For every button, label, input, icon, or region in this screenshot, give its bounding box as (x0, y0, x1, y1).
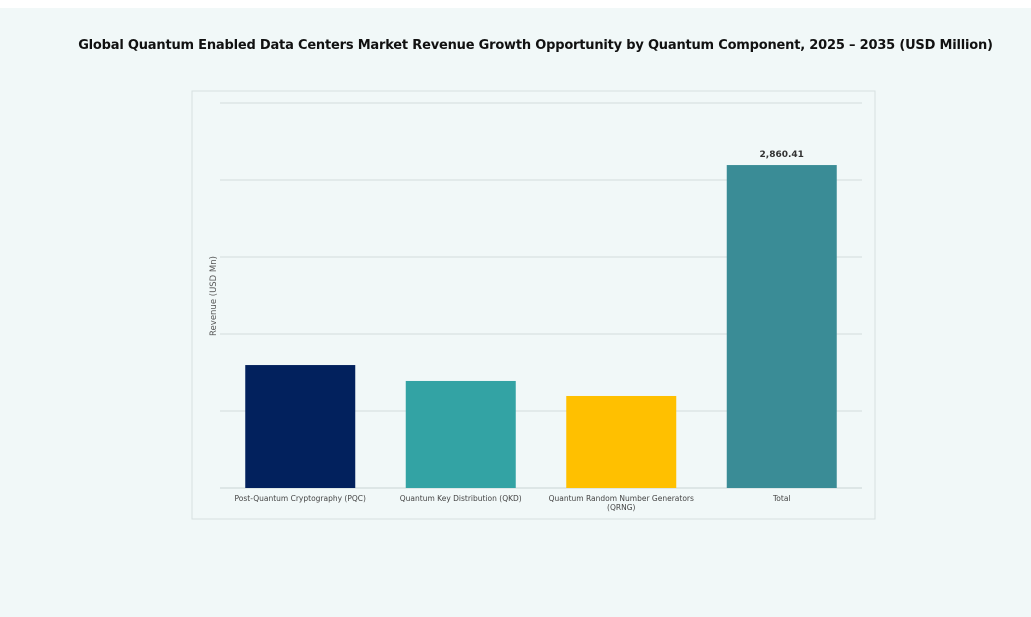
x-tick-label: Post-Quantum Cryptography (PQC) (235, 494, 366, 503)
bar-chart: 2,860.41 Post-Quantum Cryptography (PQC)… (191, 90, 876, 520)
bar (726, 165, 837, 489)
x-tick-label: (QRNG) (607, 503, 635, 512)
bars: 2,860.41 (245, 150, 837, 489)
plot-frame (191, 90, 876, 520)
x-tick-label: Total (772, 494, 791, 503)
bar (405, 380, 516, 488)
bar (245, 365, 356, 488)
y-axis-label: Revenue (USD Mn) (209, 256, 219, 336)
x-tick-labels: Post-Quantum Cryptography (PQC) Quantum K… (235, 494, 791, 512)
chart-title: Global Quantum Enabled Data Centers Mark… (78, 38, 993, 53)
data-label: 2,860.41 (760, 150, 804, 160)
x-tick-label: Quantum Key Distribution (QKD) (400, 494, 522, 503)
x-tick-label: Quantum Random Number Generators (549, 494, 694, 503)
bar (566, 395, 677, 488)
